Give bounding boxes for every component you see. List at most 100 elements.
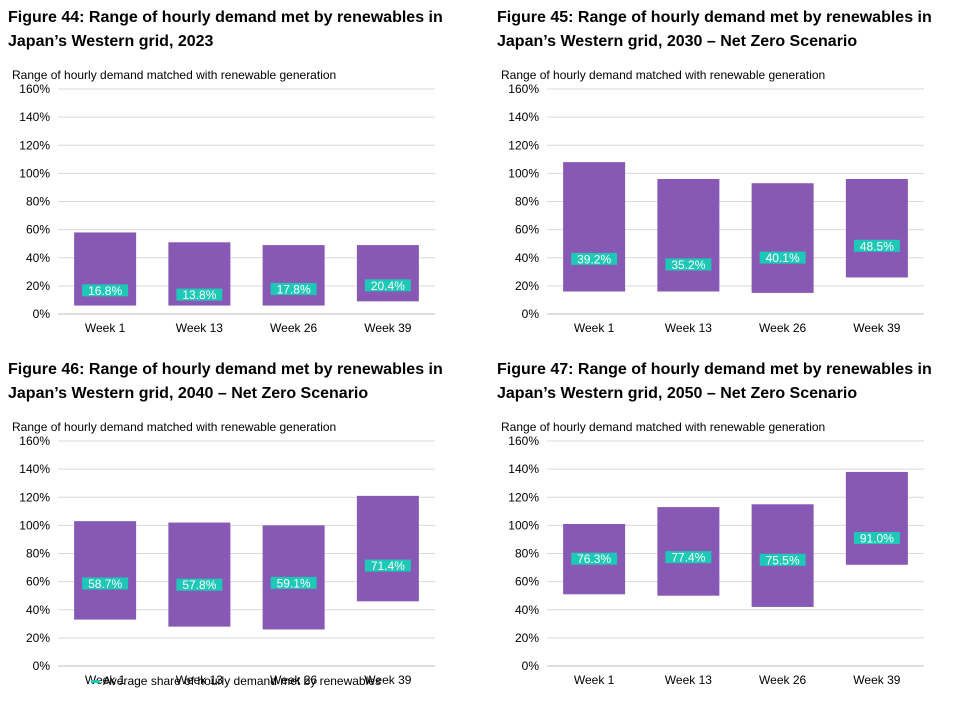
y-tick-label: 60% — [515, 223, 539, 237]
y-tick-label: 20% — [515, 631, 539, 645]
y-tick-label: 60% — [26, 575, 50, 589]
y-tick-label: 0% — [522, 659, 540, 673]
figure-45-title: Figure 45: Range of hourly demand met by… — [497, 6, 967, 54]
average-marker — [665, 551, 712, 564]
y-tick-label: 60% — [515, 575, 539, 589]
average-data-label: 75.5% — [766, 553, 800, 567]
figure-47-title: Figure 47: Range of hourly demand met by… — [497, 358, 967, 406]
average-marker — [82, 577, 129, 590]
y-tick-label: 40% — [515, 251, 539, 265]
average-marker — [571, 552, 618, 565]
y-tick-label: 100% — [19, 166, 50, 180]
y-tick-label: 100% — [19, 518, 50, 532]
average-marker — [270, 282, 317, 295]
range-bar — [262, 245, 325, 306]
average-data-label: 91.0% — [860, 532, 894, 546]
figure-46-title-line1: Figure 46: Range of hourly demand met by… — [8, 361, 443, 378]
average-marker — [364, 279, 411, 292]
x-tick-label: Week 26 — [270, 673, 317, 687]
legend-label: Average share of hourly demand met by re… — [103, 674, 381, 688]
y-tick-label: 140% — [19, 110, 50, 124]
average-marker — [571, 252, 618, 265]
x-tick-label: Week 39 — [364, 673, 411, 687]
y-tick-label: 100% — [508, 166, 539, 180]
y-tick-label: 100% — [508, 518, 539, 532]
figure-44-chart: Range of hourly demand matched with rene… — [12, 68, 435, 335]
range-bar — [845, 471, 908, 565]
y-tick-label: 20% — [26, 631, 50, 645]
y-tick-label: 80% — [515, 195, 539, 209]
x-tick-label: Week 1 — [574, 673, 615, 687]
range-bar — [74, 521, 137, 620]
average-data-label: 71.4% — [371, 559, 405, 573]
y-tick-label: 40% — [26, 251, 50, 265]
range-bar — [563, 162, 626, 292]
average-data-label: 58.7% — [88, 577, 122, 591]
average-marker — [759, 251, 806, 264]
figure-46-title-line2: Japan’s Western grid, 2040 – Net Zero Sc… — [8, 385, 369, 402]
y-tick-label: 40% — [515, 603, 539, 617]
y-axis-title: Range of hourly demand matched with rene… — [12, 420, 336, 434]
average-marker — [176, 288, 223, 301]
average-marker — [82, 284, 129, 297]
figure-44-panel: Figure 44: Range of hourly demand met by… — [8, 6, 488, 351]
average-data-label: 76.3% — [577, 552, 611, 566]
x-tick-label: Week 39 — [853, 673, 900, 687]
figure-47-panel: Figure 47: Range of hourly demand met by… — [497, 358, 974, 703]
x-tick-label: Week 26 — [270, 321, 317, 335]
y-tick-label: 120% — [508, 490, 539, 504]
average-data-label: 13.8% — [182, 288, 216, 302]
figure-44-title-line1: Figure 44: Range of hourly demand met by… — [8, 9, 443, 26]
y-tick-label: 120% — [19, 490, 50, 504]
average-marker — [364, 559, 411, 572]
y-tick-label: 140% — [508, 462, 539, 476]
figure-46-chart: Range of hourly demand matched with rene… — [12, 420, 435, 687]
range-bar — [845, 179, 908, 278]
y-tick-label: 160% — [19, 434, 50, 448]
range-bar — [751, 183, 814, 293]
average-data-label: 39.2% — [577, 252, 611, 266]
x-tick-label: Week 1 — [85, 321, 126, 335]
y-tick-label: 80% — [26, 547, 50, 561]
y-tick-label: 140% — [508, 110, 539, 124]
figure-44-title: Figure 44: Range of hourly demand met by… — [8, 6, 478, 54]
x-tick-label: Week 13 — [665, 321, 712, 335]
average-marker — [665, 258, 712, 271]
y-tick-label: 160% — [19, 82, 50, 96]
x-tick-label: Week 39 — [853, 321, 900, 335]
range-bar — [657, 179, 720, 292]
average-data-label: 16.8% — [88, 284, 122, 298]
y-tick-label: 40% — [26, 603, 50, 617]
figure-45-title-line2: Japan’s Western grid, 2030 – Net Zero Sc… — [497, 33, 858, 50]
y-tick-label: 0% — [33, 307, 51, 321]
average-data-label: 17.8% — [277, 282, 311, 296]
figure-46-panel: Figure 46: Range of hourly demand met by… — [8, 358, 488, 703]
average-data-label: 35.2% — [671, 258, 705, 272]
average-data-label: 77.4% — [671, 551, 705, 565]
y-axis-title: Range of hourly demand matched with rene… — [501, 68, 825, 82]
x-tick-label: Week 13 — [176, 673, 223, 687]
average-data-label: 40.1% — [766, 251, 800, 265]
y-tick-label: 120% — [508, 138, 539, 152]
figure-44-title-line2: Japan’s Western grid, 2023 — [8, 33, 214, 50]
figure-46-title: Figure 46: Range of hourly demand met by… — [8, 358, 478, 406]
x-tick-label: Week 39 — [364, 321, 411, 335]
y-tick-label: 80% — [515, 547, 539, 561]
x-tick-label: Week 1 — [85, 673, 126, 687]
figure-45-title-line1: Figure 45: Range of hourly demand met by… — [497, 9, 932, 26]
y-axis-title: Range of hourly demand matched with rene… — [501, 420, 825, 434]
y-tick-label: 80% — [26, 195, 50, 209]
average-marker — [270, 576, 317, 589]
figure-47-title-line2: Japan’s Western grid, 2050 – Net Zero Sc… — [497, 385, 858, 402]
y-tick-label: 0% — [522, 307, 540, 321]
y-tick-label: 160% — [508, 434, 539, 448]
x-tick-label: Week 26 — [759, 673, 806, 687]
average-marker — [759, 553, 806, 566]
y-axis-title: Range of hourly demand matched with rene… — [12, 68, 336, 82]
y-tick-label: 20% — [515, 279, 539, 293]
y-tick-label: 60% — [26, 223, 50, 237]
figure-45-panel: Figure 45: Range of hourly demand met by… — [497, 6, 974, 351]
x-tick-label: Week 1 — [574, 321, 615, 335]
average-marker — [853, 532, 900, 545]
figure-45-chart: Range of hourly demand matched with rene… — [501, 68, 924, 335]
